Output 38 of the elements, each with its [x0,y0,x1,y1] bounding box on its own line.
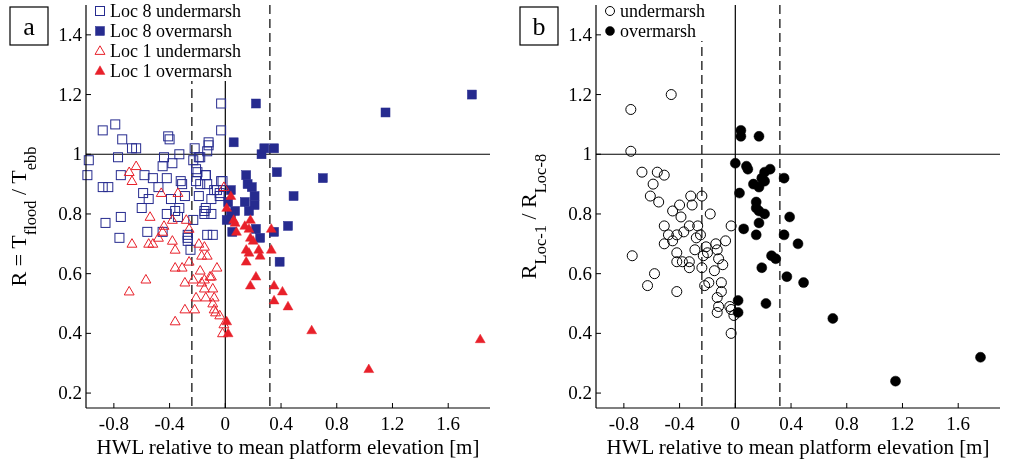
chart-title: b [532,12,546,41]
x-tick-label: 0.8 [834,413,859,434]
legend-label: undermarsh [620,1,705,21]
x-tick-label: 1.6 [436,413,461,434]
x-tick-label: 1.2 [380,413,405,434]
y-tick-label: 0.4 [568,322,593,344]
y-tick-label: 1.2 [58,83,82,105]
y-tick-label: 0.6 [568,262,592,284]
y-tick-label: 1.2 [568,83,592,105]
x-tick-label: -0.8 [98,413,129,434]
y-tick-label: 1 [582,143,592,165]
x-tick-label: -0.4 [664,413,696,434]
y-tick-label: 0.2 [568,382,592,404]
x-tick-label: 0 [730,413,741,434]
x-tick-label: 0.4 [269,413,294,434]
legend-label: Loc 1 undermarsh [110,41,241,61]
x-tick-label: 0.8 [324,413,349,434]
x-tick-label: 0.4 [779,413,804,434]
y-tick-label: 1.4 [58,23,83,45]
y-tick-label: 0.8 [568,202,592,224]
legend-label: Loc 8 overmarsh [110,21,232,41]
legend-label: Loc 8 undermarsh [110,1,241,21]
x-tick-label: 1.6 [946,413,971,434]
legend-label: overmarsh [620,21,696,41]
y-tick-label: 1.4 [568,23,593,45]
x-tick-label: 1.2 [890,413,915,434]
y-tick-label: 0.2 [58,382,82,404]
x-tick-label: 0 [220,413,231,434]
x-axis-title: HWL relative to mean platform elevation [m] [96,435,480,459]
legend-label: Loc 1 overmarsh [110,61,232,81]
y-tick-label: 0.4 [58,322,83,344]
y-tick-label: 1 [72,143,82,165]
x-tick-label: -0.8 [608,413,639,434]
x-axis-title: HWL relative to mean platform elevation [m] [606,435,990,459]
y-tick-label: 0.8 [58,202,82,224]
chart-title: a [23,12,36,41]
y-tick-label: 0.6 [58,262,82,284]
x-tick-label: -0.4 [154,413,186,434]
